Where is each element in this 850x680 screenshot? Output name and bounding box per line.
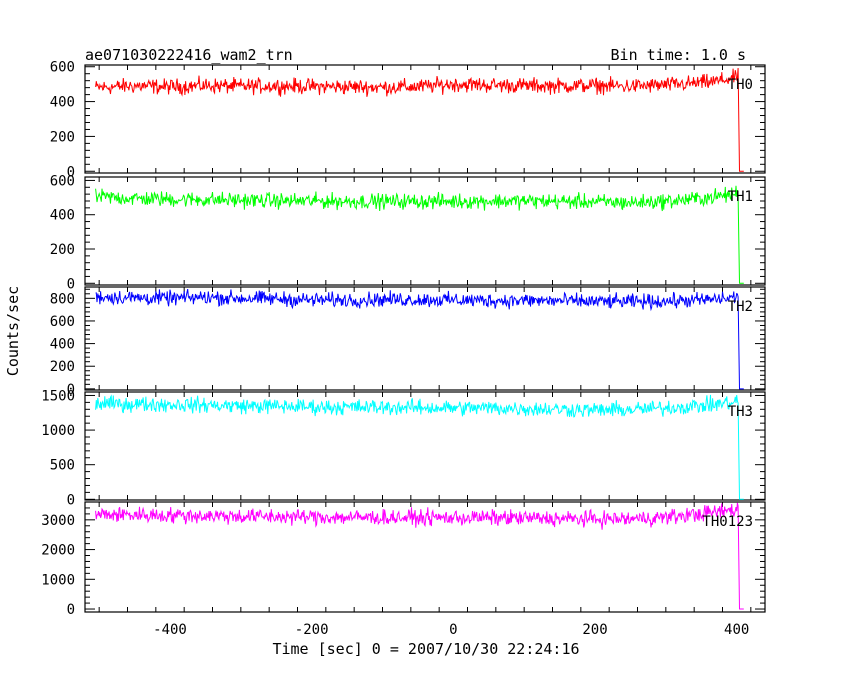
series-label-th1: TH1 — [728, 189, 753, 205]
series-line-th3 — [95, 394, 744, 500]
panel-frame-th0 — [84, 64, 766, 174]
y-tick-label: 0 — [67, 382, 75, 398]
y-tick-label: 0 — [67, 276, 75, 292]
y-tick-label: 200 — [50, 242, 75, 258]
y-tick-label: 0 — [67, 164, 75, 180]
panel-frame-th3 — [84, 391, 766, 501]
y-tick-label: 600 — [50, 60, 75, 76]
y-tick-label: 200 — [50, 129, 75, 145]
chart-title: ae071030222416_wam2_trn — [85, 46, 293, 64]
panel-frame-th2 — [84, 286, 766, 391]
series-line-th2 — [95, 288, 744, 390]
y-tick-label: 0 — [67, 602, 75, 618]
y-tick-label: 0 — [67, 492, 75, 508]
series-label-th0123: TH0123 — [702, 514, 753, 530]
y-tick-label: 200 — [50, 359, 75, 375]
series-label-th3: TH3 — [728, 404, 753, 420]
y-tick-label: 400 — [50, 208, 75, 224]
y-tick-label: 2000 — [41, 543, 75, 559]
y-tick-label: 600 — [50, 314, 75, 330]
y-tick-label: 800 — [50, 291, 75, 307]
x-tick-label: 400 — [724, 622, 749, 638]
y-tick-label: 3000 — [41, 513, 75, 529]
series-line-th0123 — [95, 502, 744, 610]
y-tick-label: 600 — [50, 173, 75, 189]
y-tick-label: 500 — [50, 458, 75, 474]
series-label-th2: TH2 — [728, 299, 753, 315]
panels-group: 0 200 400 600 TH0 0 200 400 600 TH1 0 200 400 600 800 T… — [41, 60, 766, 638]
y-tick-label: 1500 — [41, 388, 75, 404]
x-tick-label: 0 — [449, 622, 457, 638]
y-tick-label: 1000 — [41, 423, 75, 439]
x-axis-label: Time [sec] 0 = 2007/10/30 22:24:16 — [272, 640, 579, 658]
x-tick-label: 200 — [582, 622, 607, 638]
bin-time-label: Bin time: 1.0 s — [611, 46, 746, 64]
x-tick-label: -200 — [295, 622, 329, 638]
panel-frame-th0123 — [84, 501, 766, 613]
series-line-th0 — [95, 67, 744, 172]
y-tick-label: 1000 — [41, 572, 75, 588]
panel-frame-th1 — [84, 176, 766, 286]
y-axis-label: Counts/sec — [4, 286, 22, 376]
series-label-th0: TH0 — [728, 77, 753, 93]
y-tick-label: 400 — [50, 95, 75, 111]
x-tick-label: -400 — [153, 622, 187, 638]
y-tick-label: 400 — [50, 337, 75, 353]
series-line-th1 — [95, 185, 744, 284]
